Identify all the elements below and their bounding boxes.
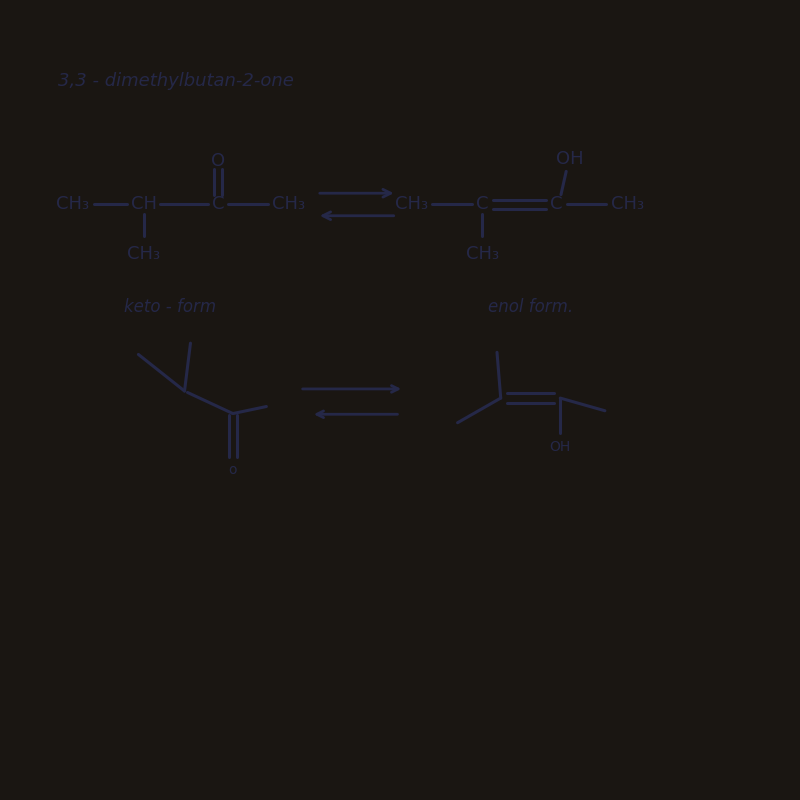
Text: O: O (211, 152, 225, 170)
Text: CH₃: CH₃ (395, 195, 428, 214)
Text: C: C (212, 195, 224, 214)
Text: CH₃: CH₃ (56, 195, 90, 214)
Bar (32, 27, 776, 52)
Text: OH: OH (550, 440, 571, 454)
Text: keto - form: keto - form (123, 298, 216, 315)
Text: CH₃: CH₃ (272, 195, 306, 214)
Text: C: C (550, 195, 562, 214)
Text: CH₃: CH₃ (127, 245, 160, 262)
Text: CH: CH (130, 195, 157, 214)
Text: OH: OH (556, 150, 584, 168)
Text: 3,3 - dimethylbutan-2-one: 3,3 - dimethylbutan-2-one (58, 72, 294, 90)
Text: CH₃: CH₃ (466, 245, 498, 262)
Text: C: C (476, 195, 488, 214)
Text: enol form.: enol form. (488, 298, 573, 315)
Text: o: o (229, 463, 237, 477)
Text: CH₃: CH₃ (610, 195, 644, 214)
